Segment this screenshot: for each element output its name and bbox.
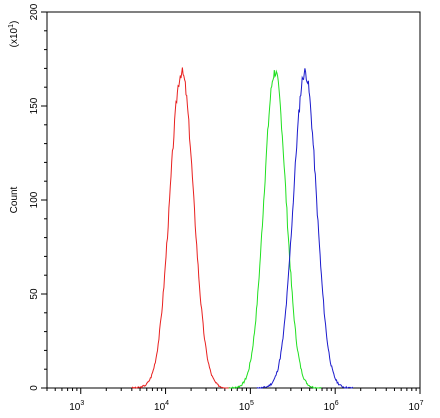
series-line-3 xyxy=(256,68,354,389)
y-tick-label: 50 xyxy=(29,288,40,300)
series-line-2 xyxy=(228,69,322,389)
y-tick-label: 0 xyxy=(29,385,40,391)
y-tick-label: 150 xyxy=(29,97,40,114)
y-tick-label: 100 xyxy=(29,191,40,208)
x-tick-label: 105 xyxy=(239,400,254,413)
y-multiplier-exp: 1 xyxy=(8,24,15,28)
x-tick-label: 104 xyxy=(154,400,169,413)
y-multiplier-base: (x10 xyxy=(9,27,20,47)
y-axis-label: Count xyxy=(9,186,20,213)
x-tick-label: 107 xyxy=(408,400,423,413)
plot-frame xyxy=(46,11,421,389)
y-multiplier-label: (x101) xyxy=(8,21,20,48)
x-tick-label: 106 xyxy=(324,400,339,413)
series-line-1 xyxy=(131,67,232,389)
axis-ticks: 103 104 105 106 107 0 50 100 150 200 xyxy=(29,3,424,413)
x-tick-label: 103 xyxy=(69,400,84,413)
series-group xyxy=(131,67,354,389)
y-tick-label: 200 xyxy=(29,3,40,20)
y-multiplier-close: ) xyxy=(9,21,20,24)
